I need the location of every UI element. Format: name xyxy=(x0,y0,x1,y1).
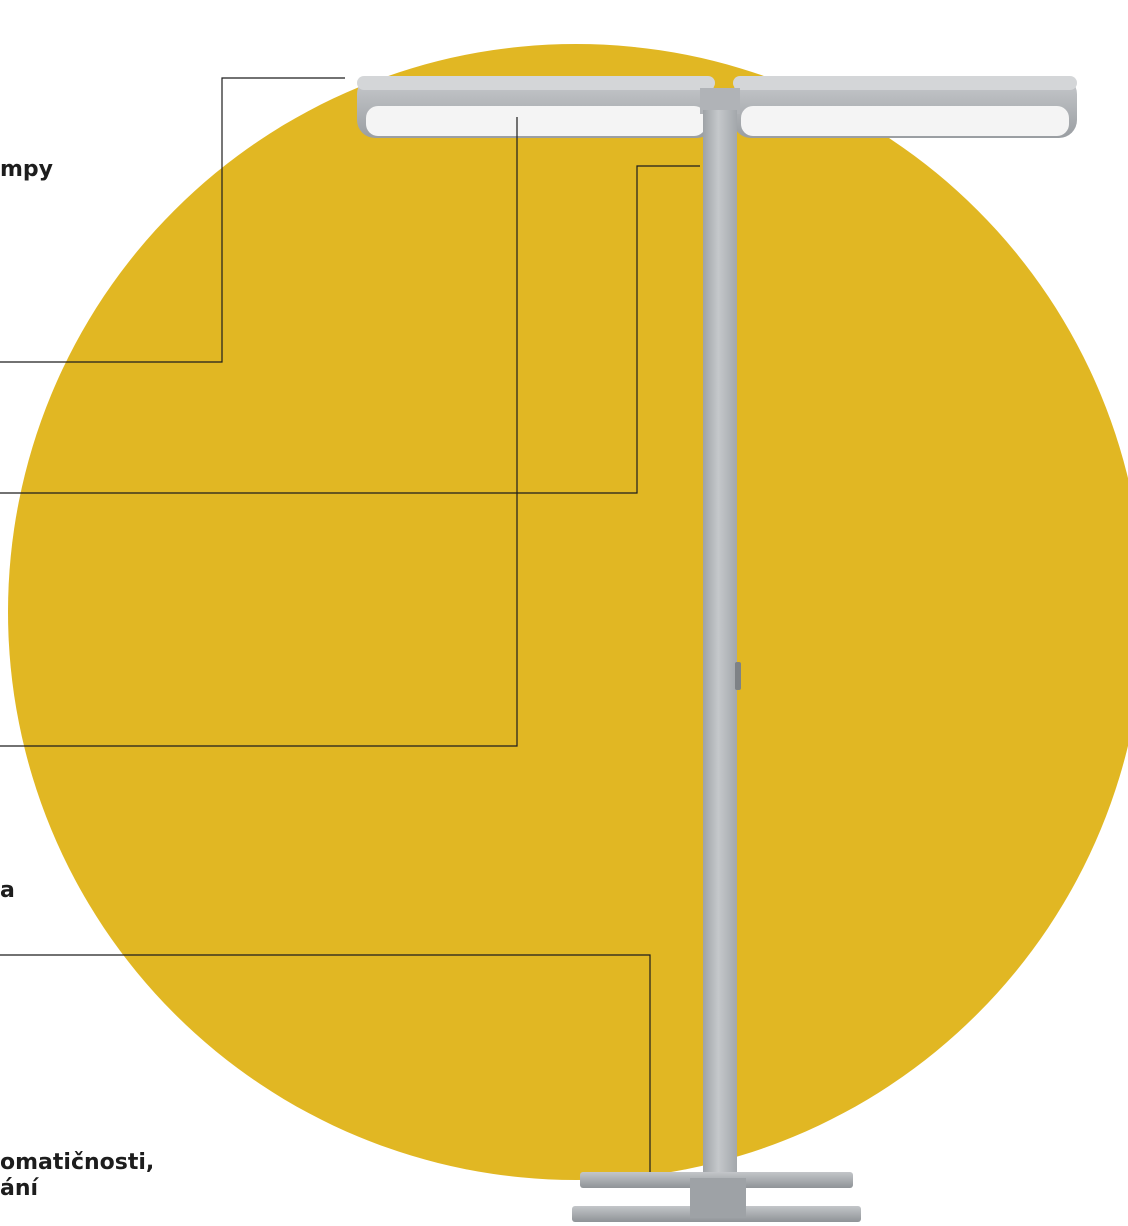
lamp-base xyxy=(572,1172,861,1222)
callout-label-bottom: omatičnosti, ání xyxy=(0,1150,154,1202)
lamp-head-left xyxy=(357,76,715,138)
lamp-head-right xyxy=(733,76,1077,138)
pole xyxy=(703,110,737,1206)
switch-icon xyxy=(735,662,741,690)
callout-label-bottom-line1: omatičnosti, xyxy=(0,1150,155,1175)
callout-label-bottom-line2: ání xyxy=(0,1176,39,1201)
leader-line-pole-top xyxy=(0,165,700,494)
leader-lines xyxy=(0,77,700,1172)
background-circle xyxy=(8,44,1128,1180)
pole-connector xyxy=(700,88,740,114)
leader-line-lamp-head xyxy=(0,77,345,363)
callout-label-top: mpy xyxy=(0,157,54,182)
callout-label-mid: a xyxy=(0,878,15,903)
leader-line-base xyxy=(0,954,651,1172)
leader-line-diffuser xyxy=(0,117,518,747)
